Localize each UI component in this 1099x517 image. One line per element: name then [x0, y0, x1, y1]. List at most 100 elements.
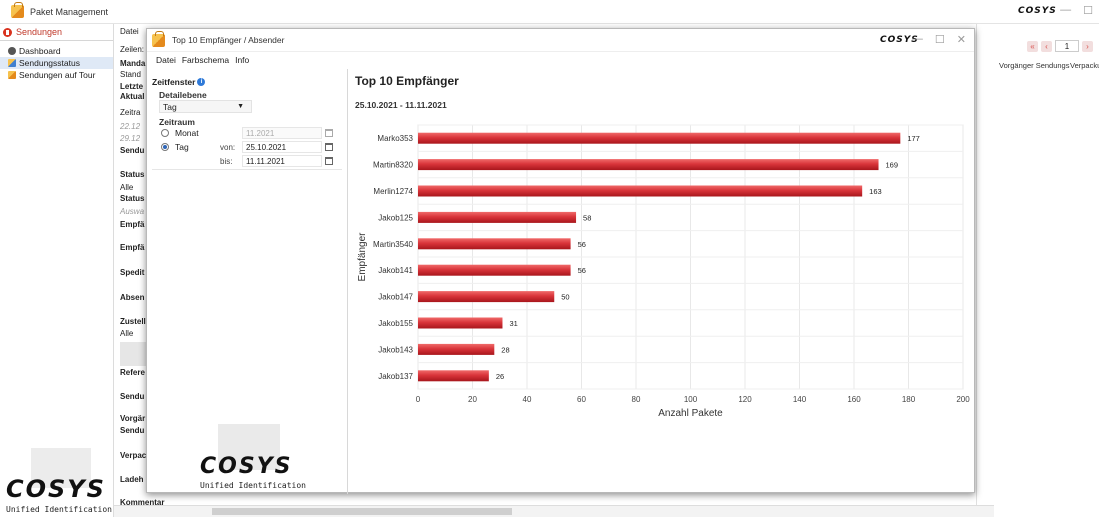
x-axis-label: Anzahl Pakete	[658, 408, 723, 419]
horizontal-scrollbar[interactable]	[114, 505, 994, 517]
detail-level-label: Detailebene	[159, 90, 207, 100]
background-label: Sendu	[120, 146, 145, 155]
radio-monat-label: Monat	[175, 128, 199, 138]
chart-area: Top 10 Empfänger 25.10.2021 - 11.11.2021…	[348, 69, 976, 494]
first-page-button[interactable]: «	[1027, 40, 1038, 52]
data-label: 28	[501, 345, 509, 354]
background-label: Verpac	[120, 451, 147, 460]
y-tick-label: Jakob143	[378, 345, 413, 354]
radio-monat[interactable]: Monat	[161, 128, 199, 138]
y-axis-label: Empfänger	[357, 232, 368, 282]
radio-tag-circle[interactable]	[161, 143, 169, 151]
sidebar-item-sendungsstatus[interactable]: Sendungsstatus	[0, 57, 113, 69]
sidebar: Sendungen Dashboard Sendungsstatus Sendu…	[0, 24, 114, 517]
info-icon[interactable]: i	[197, 78, 206, 86]
y-tick-label: Jakob137	[378, 372, 413, 381]
dialog-logo-tagline: Unified Identification	[200, 481, 306, 490]
sidebar-brand-logo: COSYS	[6, 475, 106, 503]
x-tick-label: 100	[684, 395, 698, 404]
timewindow-panel: Zeitfenster i Detailebene Tag ▼ Zeitraum…	[147, 69, 348, 494]
page-number-input[interactable]: 1	[1055, 40, 1079, 52]
to-label: bis:	[220, 157, 233, 166]
pager: « ‹ 1 ›	[1027, 40, 1093, 52]
main-window-controls: — ☐	[1060, 4, 1093, 17]
bar	[418, 370, 489, 382]
background-value: Alle	[120, 183, 134, 192]
sidebar-item-dashboard[interactable]: Dashboard	[0, 45, 113, 57]
background-label: Empfä	[120, 243, 145, 252]
dialog-maximize-button[interactable]: ☐	[934, 34, 945, 46]
menu-datei[interactable]: Datei	[156, 55, 176, 65]
sidebar-section-label: Sendungen	[16, 27, 63, 37]
minimize-button[interactable]: —	[1060, 4, 1072, 16]
from-date-field[interactable]: 25.10.2021	[242, 141, 322, 153]
y-tick-label: Merlin1274	[373, 187, 413, 196]
data-label: 58	[583, 213, 591, 222]
dialog-close-button[interactable]: ✕	[956, 34, 966, 46]
radio-monat-circle[interactable]	[161, 129, 169, 137]
bar	[418, 264, 571, 276]
data-label: 169	[886, 161, 899, 170]
background-menu-datei[interactable]: Datei	[120, 27, 139, 36]
divider	[152, 169, 342, 170]
sidebar-section-sendungen[interactable]: Sendungen	[0, 24, 113, 41]
background-label: Ladeh	[120, 475, 144, 484]
dialog-body: Zeitfenster i Detailebene Tag ▼ Zeitraum…	[147, 69, 976, 494]
background-grid-header: « ‹ 1 › Vorgänger Sendungs Verpackun	[976, 24, 1099, 517]
menu-farbschema[interactable]: Farbschema	[181, 55, 230, 65]
scrollbar-thumb[interactable]	[212, 508, 512, 515]
main-window-title: Paket Management	[30, 6, 109, 17]
dialog-title: Top 10 Empfänger / Absender	[172, 35, 285, 45]
next-page-button[interactable]: ›	[1082, 40, 1093, 52]
sidebar-item-label: Dashboard	[19, 46, 61, 56]
y-tick-label: Jakob147	[378, 293, 413, 302]
data-label: 56	[578, 240, 586, 249]
main-titlebar: Paket Management COSYS — ☐	[0, 0, 1099, 24]
data-label: 26	[496, 372, 504, 381]
menu-info[interactable]: Info	[235, 55, 250, 65]
detail-level-select[interactable]: Tag ▼	[159, 100, 252, 113]
data-label: 177	[907, 134, 920, 143]
background-value: Zeitra	[120, 108, 141, 117]
calendar-icon[interactable]	[325, 157, 333, 165]
column-header-vorgaenger[interactable]: Vorgänger Sendungs	[999, 61, 1070, 70]
data-label: 31	[509, 319, 517, 328]
radio-tag[interactable]: Tag	[161, 142, 189, 152]
chevron-down-icon: ▼	[237, 103, 244, 110]
sidebar-item-label: Sendungsstatus	[19, 58, 80, 68]
bar	[418, 343, 495, 355]
background-label: Sendu	[120, 426, 145, 435]
x-tick-label: 60	[577, 395, 586, 404]
background-label: Letzte	[120, 82, 144, 91]
background-label: Aktual	[120, 92, 145, 101]
main-brand-logo: COSYS	[1018, 6, 1057, 16]
sidebar-item-sendungen-auf-tour[interactable]: Sendungen auf Tour	[0, 69, 113, 81]
bar	[418, 238, 571, 250]
logo-backdrop	[218, 424, 280, 470]
background-label: Vorgär	[120, 414, 146, 423]
calendar-icon[interactable]	[325, 143, 333, 151]
background-label: Spedit	[120, 268, 145, 277]
timewindow-heading: Zeitfenster i	[152, 77, 206, 87]
y-tick-label: Jakob141	[378, 266, 413, 275]
chart-title: Top 10 Empfänger	[355, 74, 459, 88]
background-date: 22.12	[120, 122, 141, 131]
background-label: Status	[120, 170, 145, 179]
to-date-field[interactable]: 11.11.2021	[242, 155, 322, 167]
dialog-minimize-button[interactable]: —	[911, 33, 923, 45]
x-tick-label: 120	[738, 395, 752, 404]
dialog-titlebar[interactable]: Top 10 Empfänger / Absender COSYS — ☐ ✕	[147, 29, 974, 52]
background-value: Stand	[120, 70, 141, 79]
radio-tag-label: Tag	[175, 142, 189, 152]
data-label: 163	[869, 187, 882, 196]
month-field[interactable]: 11.2021	[242, 127, 322, 139]
x-tick-label: 180	[902, 395, 916, 404]
maximize-button[interactable]: ☐	[1083, 5, 1093, 17]
prev-page-button[interactable]: ‹	[1041, 40, 1052, 52]
x-tick-label: 200	[956, 395, 970, 404]
dialog-brand-logo: COSYS	[880, 35, 919, 45]
column-header-verpackung[interactable]: Verpackun	[1070, 61, 1099, 70]
calendar-icon[interactable]	[325, 129, 333, 137]
dialog-window-controls: — ☐ ✕	[912, 33, 966, 46]
bar	[418, 185, 863, 197]
